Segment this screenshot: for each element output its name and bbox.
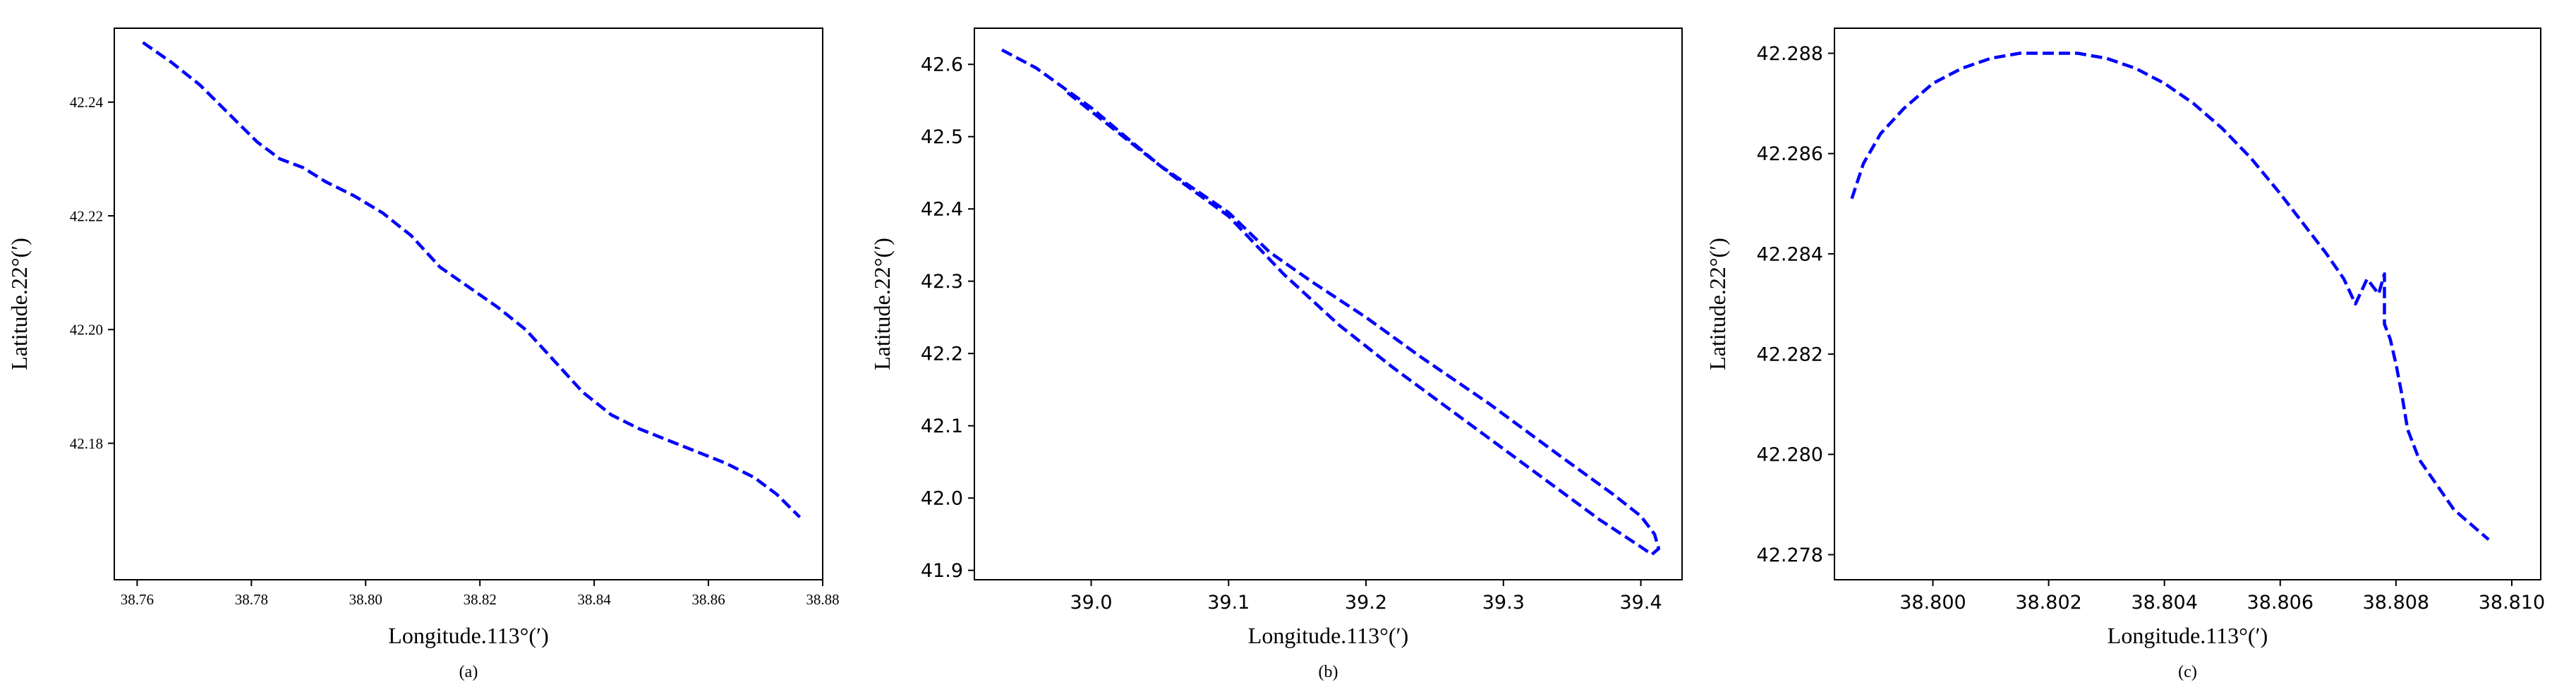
panel-caption: (b) (1319, 663, 1338, 681)
x-tick-label: 39.2 (1345, 592, 1387, 614)
panel-caption: (c) (2178, 663, 2197, 681)
y-axis-label: Latitude.22°(′) (869, 238, 895, 370)
y-tick-label: 42.284 (1757, 243, 1823, 265)
series-line-1 (142, 41, 802, 518)
y-tick-label: 41.9 (921, 560, 963, 582)
y-tick-label: 42.280 (1757, 444, 1823, 466)
x-tick-label: 38.86 (691, 591, 725, 608)
plot-frame (974, 28, 1683, 580)
y-tick-label: 42.288 (1757, 43, 1823, 65)
series-line-1 (1850, 51, 2490, 541)
y-tick-label: 42.1 (921, 415, 963, 437)
y-tick-label: 42.22 (70, 207, 103, 224)
y-tick-label: 42.24 (70, 94, 104, 111)
x-tick-label: 38.82 (464, 591, 497, 608)
chart-panel-3: 38.800 38.802 38.804 38.806 38.808 38.810 42.2… (1705, 28, 2545, 681)
x-axis-label: Longitude.113°(′) (1248, 623, 1408, 648)
plot-frame (114, 28, 823, 580)
y-axis-label: Latitude.22°(′) (6, 238, 32, 370)
y-tick-label: 42.5 (921, 126, 963, 148)
y-tick-label: 42.278 (1757, 544, 1823, 566)
x-axis-label: Longitude.113°(′) (2108, 623, 2268, 648)
y-tick-label: 42.4 (921, 199, 963, 221)
x-tick-label: 38.806 (2247, 592, 2314, 614)
series-line-1 (1000, 48, 1661, 556)
x-tick-label: 39.3 (1482, 592, 1525, 614)
x-tick-label: 39.0 (1070, 592, 1112, 614)
chart-panel-1: 38.76 38.78 38.80 38.82 38.84 38.86 38.88 42.18… (6, 28, 840, 681)
y-tick-label: 42.0 (921, 488, 963, 510)
x-tick-label: 38.84 (578, 591, 612, 608)
y-tick-label: 42.20 (70, 322, 103, 339)
x-tick-label: 38.802 (2015, 592, 2081, 614)
plot-frame (1834, 28, 2541, 580)
y-axis-label: Latitude.22°(′) (1705, 238, 1730, 370)
x-tick-label: 38.804 (2131, 592, 2197, 614)
y-tick-label: 42.18 (70, 435, 103, 452)
chart-panel-2: 39.0 39.1 39.2 39.3 39.4 41.9 42.0 42.1 42.2 42.3… (869, 28, 1683, 681)
x-tick-label: 38.78 (235, 591, 268, 608)
y-tick-label: 42.2 (921, 343, 963, 365)
y-tick-label: 42.286 (1757, 143, 1823, 165)
x-axis-label: Longitude.113°(′) (388, 623, 548, 648)
x-tick-label: 39.1 (1207, 592, 1250, 614)
x-tick-label: 39.4 (1620, 592, 1662, 614)
x-tick-label: 38.88 (806, 591, 839, 608)
x-tick-label: 38.80 (349, 591, 382, 608)
y-tick-label: 42.6 (921, 54, 963, 76)
panel-caption: (a) (459, 663, 478, 681)
x-tick-label: 38.76 (121, 591, 154, 608)
y-tick-label: 42.3 (921, 271, 963, 293)
x-tick-label: 38.810 (2479, 592, 2545, 614)
x-tick-label: 38.800 (1899, 592, 1966, 614)
x-tick-label: 38.808 (2363, 592, 2429, 614)
y-tick-label: 42.282 (1757, 344, 1823, 366)
